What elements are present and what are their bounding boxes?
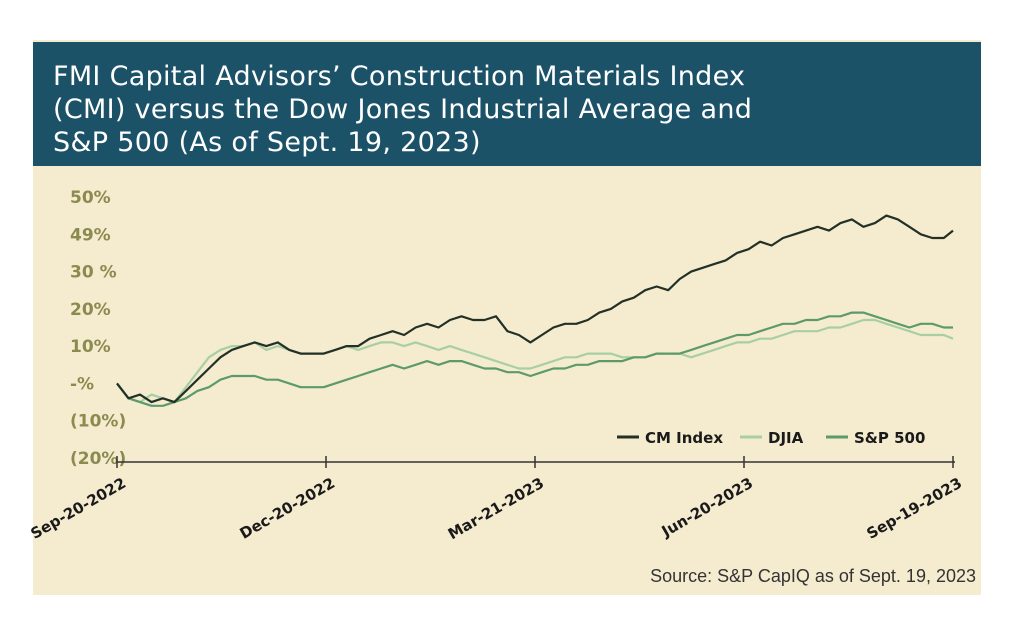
y-tick-label: 50% [70, 188, 111, 208]
y-tick-label: 20% [70, 300, 111, 320]
y-tick-label: 10% [70, 337, 111, 357]
x-tick-label: Sep-20-2022 [28, 474, 129, 543]
title-banner [33, 42, 981, 166]
djia-line [116, 318, 954, 404]
x-tick-label: Dec-20-2022 [237, 474, 338, 543]
y-tick-label: (20%) [70, 449, 126, 469]
legend-label: S&P 500 [854, 429, 925, 447]
cm-index-line [116, 214, 954, 404]
chart-title-line-1: FMI Capital Advisors’ Construction Mater… [53, 61, 746, 92]
source-note: Source: S&P CapIQ as of Sept. 19, 2023 [650, 566, 976, 586]
x-tick-label: Sep-19-2023 [864, 474, 965, 543]
chart-title-line-3: S&P 500 (As of Sept. 19, 2023) [53, 127, 481, 158]
y-axis: 50% 49% 30 % 20% 10% -% (10%) (20%) [70, 188, 126, 469]
legend-label: DJIA [768, 429, 804, 447]
y-tick-label: 49% [70, 225, 111, 245]
chart-title-line-2: (CMI) versus the Dow Jones Industrial Av… [53, 94, 753, 125]
sp500-line [116, 311, 953, 407]
x-tick-label: Mar-21-2023 [445, 474, 547, 543]
y-tick-label: (10%) [70, 412, 126, 432]
y-tick-label: 30 % [70, 263, 117, 283]
x-axis: Sep-20-2022 Dec-20-2022 Mar-21-2023 Jun-20-… [28, 456, 965, 543]
x-tick-label: Jun-20-2023 [658, 474, 756, 541]
y-tick-label: -% [70, 374, 94, 394]
legend-label: CM Index [645, 429, 723, 447]
series-lines [116, 214, 954, 407]
chart-title: FMI Capital Advisors’ Construction Mater… [53, 60, 973, 159]
legend: CM Index DJIA S&P 500 [617, 429, 925, 447]
